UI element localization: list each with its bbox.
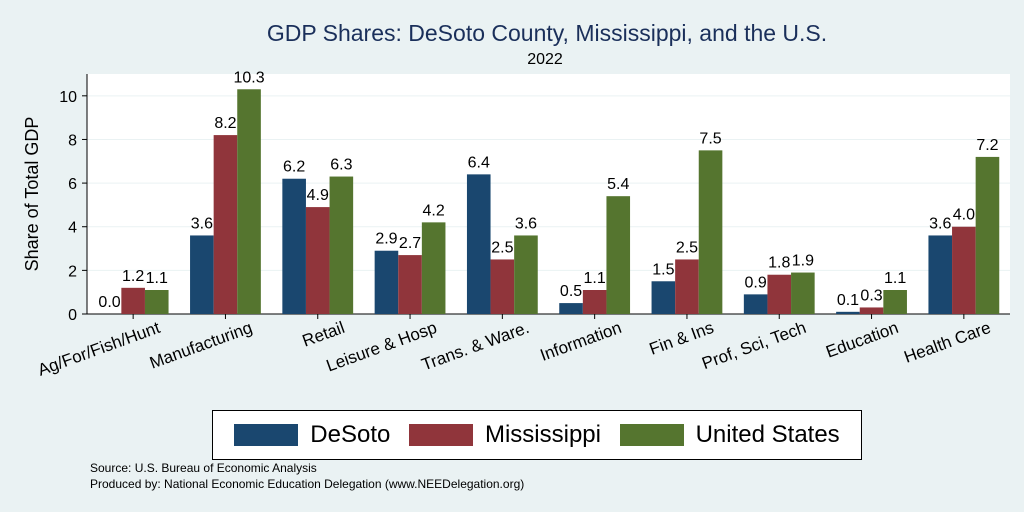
data-label-desoto-trans-ware: 6.4 (468, 154, 490, 171)
chart-notes: Source: U.S. Bureau of Economic Analysis… (90, 460, 524, 492)
data-label-mississippi-manufacturing: 8.2 (214, 115, 236, 132)
x-tick-label-prof-sci-tech: Prof, Sci, Tech (699, 318, 808, 373)
data-label-desoto-manufacturing: 3.6 (191, 215, 213, 232)
chart-subtitle: 2022 (527, 51, 563, 68)
data-label-desoto-leisure-hosp: 2.9 (375, 231, 397, 248)
producer-note: Produced by: National Economic Education… (90, 477, 525, 491)
data-label-desoto-retail: 6.2 (283, 159, 305, 176)
legend-swatch-desoto (234, 424, 299, 446)
legend-swatch-united-states (619, 424, 684, 446)
bar-united-states-ag-for-fish-hunt (144, 290, 169, 314)
data-label-united-states-retail: 6.3 (330, 157, 352, 174)
data-label-united-states-trans-ware: 3.6 (515, 215, 537, 232)
y-tick-label: 10 (59, 89, 77, 106)
data-label-mississippi-education: 0.3 (860, 287, 882, 304)
data-label-mississippi-ag-for-fish-hunt: 1.2 (122, 268, 144, 285)
y-tick-label: 0 (68, 307, 77, 324)
data-label-mississippi-prof-sci-tech: 1.8 (768, 255, 790, 272)
data-label-mississippi-fin-ins: 2.5 (676, 239, 698, 256)
bar-mississippi-ag-for-fish-hunt (121, 287, 145, 314)
legend-label-mississippi: Mississippi (484, 421, 601, 448)
x-tick-label-retail: Retail (300, 318, 347, 351)
bar-desoto-health-care (928, 235, 953, 314)
chart-title: GDP Shares: DeSoto County, Mississippi, … (266, 20, 828, 46)
x-tick-label-manufacturing: Manufacturing (147, 318, 255, 373)
bar-mississippi-information (582, 290, 607, 314)
data-label-mississippi-health-care: 4.0 (953, 207, 975, 224)
bar-united-states-fin-ins (698, 150, 723, 314)
bar-united-states-trans-ware (514, 235, 538, 314)
bar-united-states-education (883, 290, 907, 314)
y-axis-label: Share of Total GDP (22, 117, 42, 272)
bar-mississippi-health-care (952, 226, 976, 314)
data-label-desoto-fin-ins: 1.5 (652, 261, 674, 278)
bar-united-states-prof-sci-tech (791, 272, 815, 314)
data-label-mississippi-information: 1.1 (584, 270, 606, 287)
bar-mississippi-leisure-hosp (398, 255, 422, 314)
data-label-united-states-information: 5.4 (607, 176, 629, 193)
data-label-united-states-health-care: 7.2 (976, 137, 998, 154)
bar-desoto-manufacturing (190, 235, 214, 314)
bar-mississippi-education (859, 307, 884, 314)
data-label-desoto-information: 0.5 (560, 283, 582, 300)
data-label-mississippi-retail: 4.9 (307, 187, 329, 204)
bar-united-states-leisure-hosp (421, 222, 446, 314)
bar-mississippi-fin-ins (675, 259, 699, 314)
bar-mississippi-manufacturing (213, 135, 238, 314)
data-label-united-states-manufacturing: 10.3 (233, 69, 264, 86)
data-label-united-states-leisure-hosp: 4.2 (423, 202, 445, 219)
data-label-mississippi-leisure-hosp: 2.7 (399, 235, 421, 252)
x-tick-label-education: Education (823, 318, 901, 362)
bar-desoto-retail (282, 178, 306, 314)
bar-desoto-information (559, 303, 583, 314)
data-label-united-states-education: 1.1 (884, 270, 906, 287)
bar-mississippi-retail (305, 207, 330, 314)
y-tick-label: 6 (68, 176, 77, 193)
bar-mississippi-trans-ware (490, 259, 515, 314)
legend-label-united-states: United States (695, 421, 840, 448)
x-tick-label-health-care: Health Care (901, 318, 993, 367)
bar-desoto-leisure-hosp (374, 250, 399, 314)
data-label-mississippi-trans-ware: 2.5 (491, 239, 513, 256)
data-label-desoto-ag-for-fish-hunt: 0.0 (98, 294, 120, 311)
bar-united-states-manufacturing (237, 89, 261, 314)
bar-desoto-education (836, 311, 860, 314)
data-label-united-states-fin-ins: 7.5 (699, 130, 721, 147)
data-label-desoto-health-care: 3.6 (929, 215, 951, 232)
data-label-desoto-education: 0.1 (837, 292, 859, 309)
data-label-desoto-prof-sci-tech: 0.9 (745, 274, 767, 291)
data-label-united-states-ag-for-fish-hunt: 1.1 (146, 270, 168, 287)
source-note: Source: U.S. Bureau of Economic Analysis (90, 461, 317, 475)
legend-label-desoto: DeSoto (310, 421, 391, 448)
x-tick-label-ag-for-fish-hunt: Ag/For/Fish/Hunt (35, 318, 162, 380)
bar-desoto-trans-ware (466, 174, 491, 314)
bar-united-states-information (606, 196, 631, 314)
bar-desoto-fin-ins (651, 281, 676, 314)
bar-desoto-prof-sci-tech (743, 294, 768, 314)
bar-mississippi-prof-sci-tech (767, 274, 792, 314)
legend: DeSoto Mississippi United States (212, 410, 862, 460)
legend-item-desoto: DeSoto (234, 421, 390, 449)
legend-item-united-states: United States (619, 421, 840, 449)
y-tick-label: 2 (68, 263, 77, 280)
y-tick-label: 8 (68, 132, 77, 149)
bar-united-states-health-care (975, 156, 1000, 314)
legend-item-mississippi: Mississippi (408, 421, 601, 449)
bar-united-states-retail (329, 176, 354, 314)
y-tick-label: 4 (68, 220, 77, 237)
data-label-united-states-prof-sci-tech: 1.9 (792, 253, 814, 270)
legend-swatch-mississippi (408, 424, 473, 446)
x-tick-label-information: Information (538, 318, 624, 365)
